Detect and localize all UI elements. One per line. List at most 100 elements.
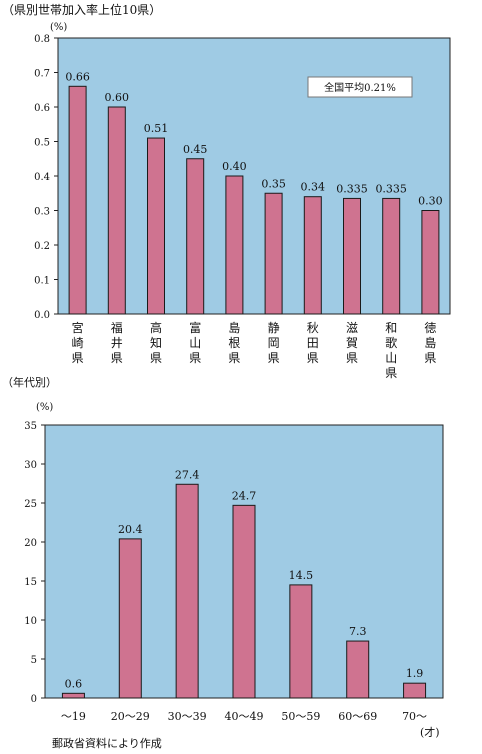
top-chart-value-label: 0.60 [105, 91, 130, 104]
top-chart-category-label: 秋 [307, 321, 319, 335]
bottom-chart-value-label: 14.5 [289, 569, 314, 582]
top-chart-category-label: 県 [268, 351, 280, 365]
bottom-chart-y-tick-label: 0 [31, 694, 37, 705]
top-chart-bar [382, 197, 401, 315]
top-chart-category-label: 福 [111, 320, 123, 335]
bottom-chart-value-label: 27.4 [175, 468, 200, 481]
top-chart-y-tick-label: 0.1 [34, 276, 50, 287]
bottom-chart-value-label: 7.3 [349, 625, 367, 638]
bottom-chart-y-tick-label: 15 [24, 577, 37, 588]
top-chart-y-tick-label: 0.6 [34, 103, 50, 114]
top-chart-y-tick-label: 0.0 [34, 310, 50, 321]
top-chart-y-unit: (%) [50, 22, 67, 33]
top-chart-category-label: 井 [111, 336, 123, 350]
top-chart-category-label: 県 [189, 351, 201, 365]
bottom-chart-bar [232, 504, 256, 699]
top-chart-annotation-box [307, 76, 413, 98]
top-chart-bar [343, 197, 361, 315]
top-chart-bar [186, 158, 205, 315]
bottom-chart-bar [403, 682, 427, 699]
top-chart-category-label: 崎 [72, 336, 84, 350]
bottom-chart-category-label: 40～49 [225, 710, 264, 723]
bottom-chart-bar [289, 584, 313, 699]
top-chart-category-label: 宮 [72, 320, 84, 335]
top-chart-value-label: 0.66 [65, 70, 90, 83]
bottom-chart-value-label: 0.6 [65, 677, 83, 690]
top-chart-y-tick-label: 0.2 [34, 241, 50, 252]
top-chart-category-label: 滋 [346, 321, 358, 335]
top-chart-category-label: 田 [307, 336, 319, 350]
bottom-chart-category-label: 50～59 [281, 710, 320, 723]
top-chart-category-label: 県 [385, 366, 397, 380]
bottom-chart-bar [61, 692, 85, 699]
bottom-chart-bar [118, 538, 142, 699]
top-chart-value-label: 0.30 [418, 195, 443, 208]
bottom-chart-value-label: 20.4 [118, 523, 143, 536]
top-chart-category-label: 県 [307, 351, 319, 365]
bottom-chart-title: （年代別） [2, 375, 57, 389]
top-chart-category-label: 根 [228, 336, 240, 350]
top-chart-bar [68, 85, 87, 315]
bottom-chart-y-tick-label: 25 [24, 499, 37, 510]
top-chart-category-label: 岡 [268, 336, 280, 350]
top-chart-category-label: 徳 [424, 320, 436, 335]
top-chart-category-label: 高 [150, 320, 162, 335]
top-chart-category-label: 県 [72, 351, 84, 365]
top-chart-value-label: 0.335 [336, 182, 368, 195]
top-chart-category-label: 知 [150, 336, 162, 350]
top-chart-bar [225, 175, 244, 315]
top-chart-category-label: 和 [385, 321, 397, 335]
bottom-chart-bars: 0.6 20.4 27.4 24.7 14.5 7.3 1.9 [61, 468, 427, 699]
bottom-chart-bar [175, 483, 199, 699]
top-chart-title: （県別世帯加入率上位10県） [2, 2, 161, 17]
top-chart-category-label: 富 [189, 320, 201, 335]
top-chart-value-label: 0.45 [183, 143, 208, 156]
bottom-chart-y-tick-label: 5 [31, 655, 37, 666]
bottom-chart-value-label: 24.7 [232, 489, 257, 502]
top-chart-value-label: 0.51 [144, 122, 169, 135]
top-chart-annotation: 全国平均0.21% [324, 81, 396, 94]
top-chart-value-label: 0.35 [261, 177, 286, 190]
top-chart-category-label: 歌 [385, 335, 397, 350]
top-chart-category-label: 静 [268, 321, 280, 335]
top-chart-category-label: 賀 [346, 336, 358, 350]
top-chart-bar [107, 106, 126, 315]
top-chart-category-label: 県 [228, 351, 240, 365]
top-chart-y-tick-label: 0.3 [34, 207, 50, 218]
bottom-chart-x-unit: (才) [420, 725, 440, 739]
top-chart-value-label: 0.40 [222, 160, 247, 173]
bottom-chart-y-tick-label: 30 [24, 460, 37, 471]
bottom-chart-y-tick-label: 10 [24, 616, 37, 627]
bottom-chart-category-label: ～19 [61, 710, 86, 723]
top-chart-value-label: 0.34 [301, 181, 326, 194]
bottom-chart-value-label: 1.9 [406, 667, 424, 680]
top-chart-bar [421, 210, 440, 315]
top-chart-category-label: 県 [111, 351, 123, 365]
bottom-chart-category-label: 20～29 [111, 710, 150, 723]
top-chart-category-label: 県 [150, 351, 162, 365]
top-chart-category-label: 山 [385, 351, 397, 365]
top-chart-category-label: 山 [189, 336, 201, 350]
source-note: 郵政省資料により作成 [52, 736, 162, 750]
bottom-chart-category-label: 60～69 [338, 710, 377, 723]
bottom-chart-category-label: 30～39 [168, 710, 207, 723]
bottom-chart-y-tick-label: 35 [24, 421, 37, 432]
top-chart-y-tick-label: 0.5 [34, 138, 50, 149]
bottom-chart-bar [346, 640, 370, 699]
top-chart-bar [264, 192, 283, 315]
top-chart-bars: 0.66 0.60 0.51 0.45 0.40 0.35 0.34 0.335 0.335 0.… [65, 70, 443, 315]
bottom-chart-y-unit: (%) [36, 402, 53, 413]
top-chart-value-label: 0.335 [375, 182, 407, 195]
top-chart-y-tick-label: 0.7 [34, 69, 50, 80]
top-chart-y-axis: 0.0 0.1 0.2 0.3 0.4 0.5 0.6 0.7 0.8 [34, 34, 58, 321]
top-chart-category-label: 島 [424, 335, 436, 350]
top-chart-category-label: 島 [228, 320, 240, 335]
top-chart-bar [303, 196, 322, 315]
top-chart-category-label: 県 [424, 351, 436, 365]
bottom-chart-category-label: 70～ [402, 710, 427, 723]
top-chart-category-label: 県 [346, 351, 358, 365]
bottom-chart-y-tick-label: 20 [24, 538, 37, 549]
top-chart-bar [147, 137, 165, 315]
